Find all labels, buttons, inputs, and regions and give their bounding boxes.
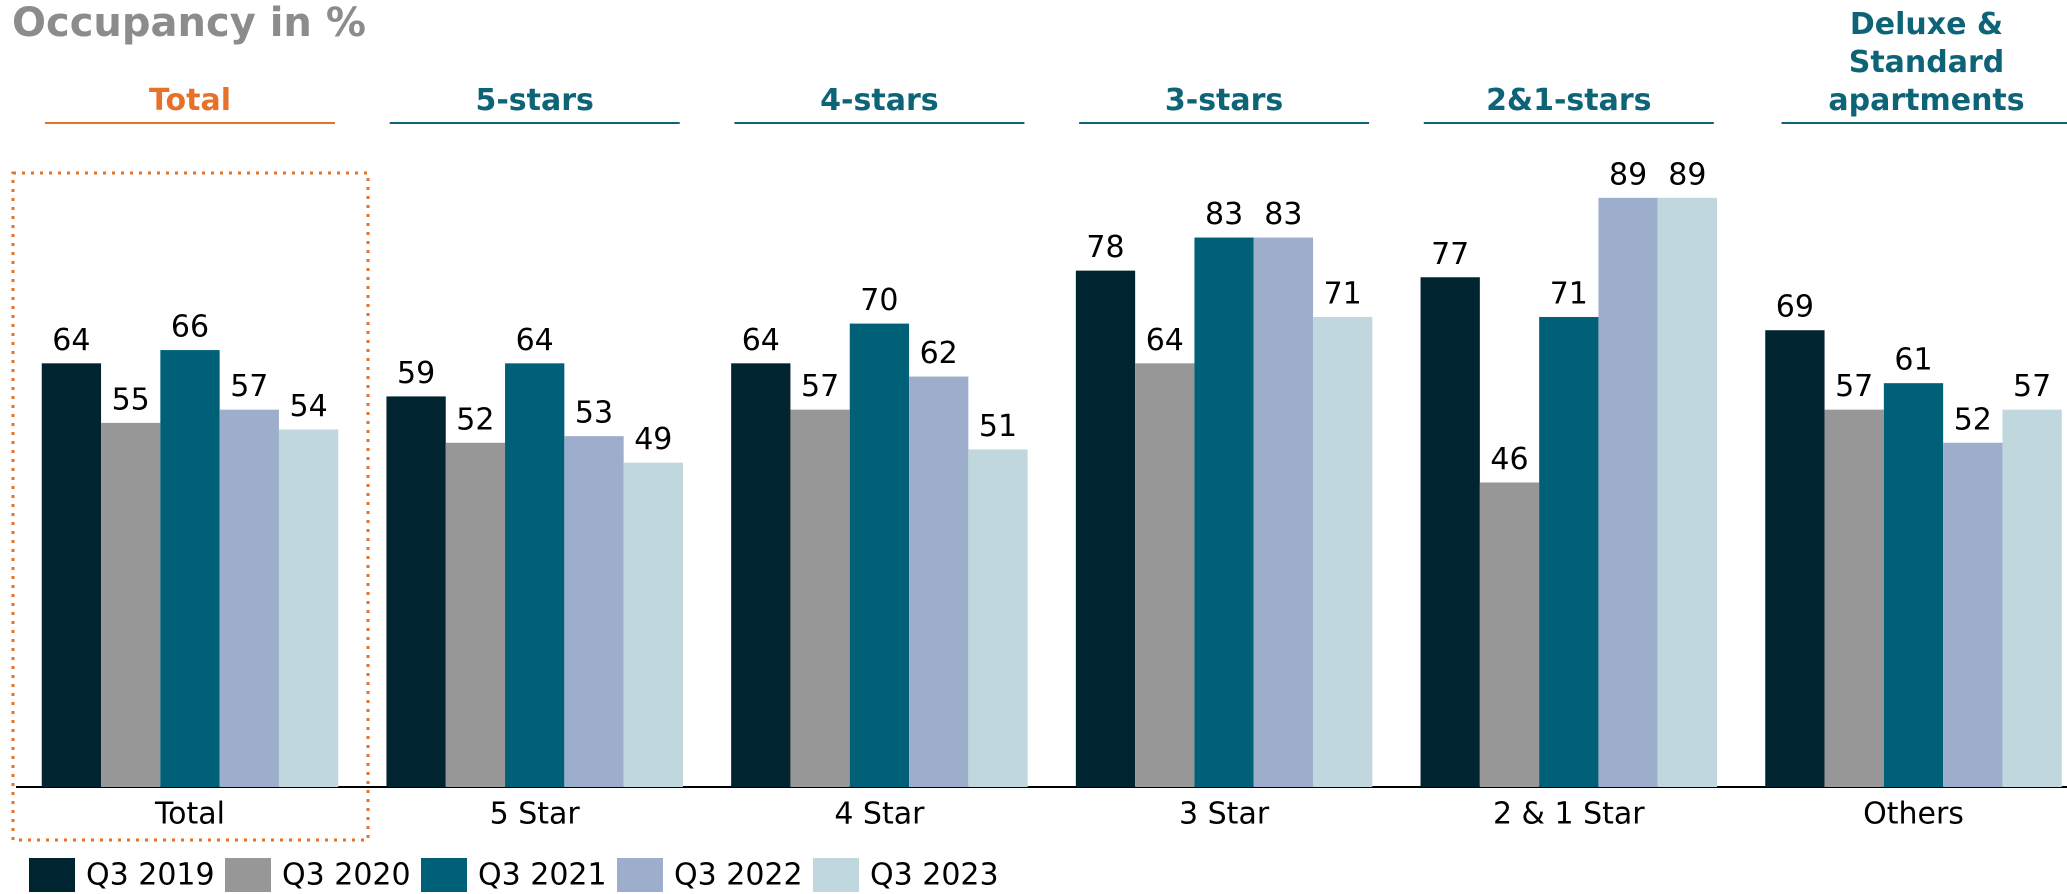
data-label: 64 (52, 323, 90, 358)
x-tick-label: 4 Star (834, 797, 925, 832)
bar (1479, 482, 1540, 787)
data-label: 71 (1324, 276, 1362, 311)
x-tick-label: Total (154, 797, 225, 832)
data-label: 83 (1205, 197, 1243, 232)
bar (623, 462, 683, 787)
data-label: 46 (1490, 442, 1528, 477)
bar (219, 409, 279, 787)
legend-swatch (421, 858, 467, 892)
bar (1883, 383, 1944, 787)
data-label: 52 (1954, 402, 1992, 437)
data-label: 52 (456, 402, 494, 437)
data-label: 57 (1835, 369, 1873, 404)
data-label: 64 (1146, 323, 1184, 358)
data-label: 62 (920, 336, 958, 371)
data-label: 78 (1086, 230, 1124, 265)
bar (1598, 197, 1658, 787)
legend-swatch (617, 858, 663, 892)
legend-swatch (225, 858, 271, 892)
bar (1943, 442, 2003, 787)
data-label: 61 (1894, 343, 1932, 378)
data-label: 57 (2013, 369, 2051, 404)
group-header: 4-stars (820, 83, 939, 118)
data-label: 53 (575, 396, 613, 431)
legend-label: Q3 2022 (674, 858, 803, 893)
data-label: 64 (742, 323, 780, 358)
data-label: 57 (801, 369, 839, 404)
data-label: 71 (1550, 276, 1588, 311)
bar (278, 429, 339, 787)
data-label: 55 (112, 382, 150, 417)
bar (445, 442, 506, 787)
legend-label: Q3 2019 (86, 858, 215, 893)
bar (505, 363, 565, 787)
x-tick-label: 2 & 1 Star (1493, 797, 1645, 832)
bar (1539, 316, 1599, 787)
bar (731, 363, 791, 787)
bar (968, 449, 1028, 787)
group-header: 2&1-stars (1486, 83, 1652, 118)
bar (564, 436, 624, 787)
data-label: 57 (230, 369, 268, 404)
bar (386, 396, 446, 787)
group-header: 3-stars (1164, 83, 1284, 118)
data-label: 89 (1609, 157, 1647, 192)
data-label: 83 (1264, 197, 1302, 232)
data-label: 77 (1431, 237, 1469, 272)
group-header: Total (149, 83, 231, 118)
bar (1253, 237, 1314, 788)
data-label: 51 (979, 409, 1017, 444)
x-tick-label: Others (1863, 797, 1964, 832)
group-header: Deluxe & Standard apartments (1828, 7, 2025, 118)
data-label: 54 (290, 389, 328, 424)
bar (1194, 237, 1254, 788)
bar (101, 422, 161, 787)
legend-label: Q3 2023 (870, 858, 999, 893)
legend-label: Q3 2020 (282, 858, 411, 893)
legend-swatch (29, 858, 75, 892)
bar (1135, 363, 1195, 787)
legend-swatch (813, 858, 859, 892)
bar (41, 363, 102, 787)
chart-title: Occupancy in % (12, 0, 366, 46)
x-tick-label: 5 Star (490, 797, 581, 832)
bar (1420, 277, 1480, 787)
data-label: 49 (634, 422, 672, 457)
data-label: 64 (516, 323, 554, 358)
x-tick-label: 3 Star (1179, 797, 1270, 832)
legend-label: Q3 2021 (478, 858, 607, 893)
bar (909, 376, 969, 787)
data-label: 59 (397, 356, 435, 391)
bar (1075, 270, 1136, 787)
data-label: 89 (1668, 157, 1706, 192)
bar (790, 409, 850, 787)
bar (1765, 330, 1825, 787)
group-header: 5-stars (475, 83, 594, 118)
bar (160, 350, 220, 787)
data-label: 69 (1776, 290, 1814, 325)
bar (1824, 409, 1884, 787)
data-label: 70 (860, 283, 898, 318)
bar (2002, 409, 2062, 787)
bar (1313, 316, 1373, 787)
highlight-box (11, 171, 370, 842)
data-label: 66 (171, 310, 209, 345)
bar (849, 323, 910, 787)
bar (1657, 197, 1718, 787)
